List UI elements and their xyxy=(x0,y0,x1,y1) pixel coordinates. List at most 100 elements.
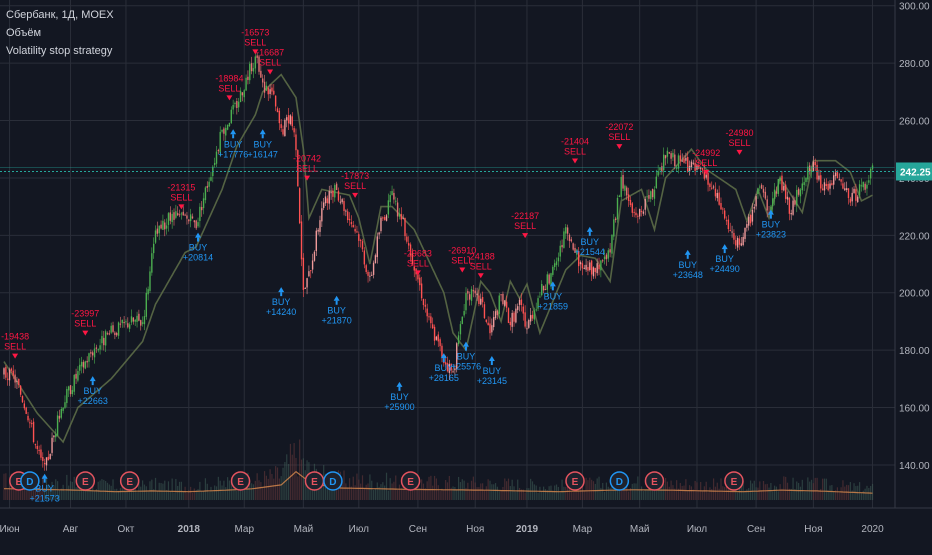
volume-bar xyxy=(38,485,40,500)
candle-body xyxy=(5,367,7,378)
sell-arrow-icon[interactable] xyxy=(267,69,274,75)
time-tick-label: Ноя xyxy=(466,524,484,535)
candle-body xyxy=(241,92,244,96)
candle-body xyxy=(271,87,273,92)
dividend-icon[interactable] xyxy=(609,471,630,491)
candle-body xyxy=(101,336,103,344)
volume-bar xyxy=(385,472,388,500)
volume-bar xyxy=(153,489,155,500)
sell-arrow-icon[interactable] xyxy=(252,49,259,55)
sell-arrow-icon[interactable] xyxy=(572,158,579,164)
volume-bar xyxy=(853,483,855,500)
candle-body xyxy=(553,263,556,268)
candle-body xyxy=(324,196,327,204)
earnings-icon[interactable] xyxy=(400,471,421,491)
legend-symbol[interactable]: Сбербанк, 1Д, MOEX xyxy=(6,9,114,21)
earnings-icon[interactable] xyxy=(644,471,665,491)
sell-arrow-icon[interactable] xyxy=(178,204,185,210)
earnings-icon[interactable] xyxy=(724,471,744,491)
candle-body xyxy=(616,197,619,220)
candle-body xyxy=(723,210,726,219)
candle-body xyxy=(186,215,188,219)
sell-arrow-icon[interactable] xyxy=(352,192,359,198)
time-axis[interactable] xyxy=(0,508,932,550)
volume-bar xyxy=(858,482,861,500)
dividend-icon[interactable] xyxy=(20,471,40,491)
candle-body xyxy=(321,208,323,222)
volume-bar xyxy=(533,484,535,500)
volume-bar xyxy=(742,480,744,500)
buy-arrow-icon[interactable] xyxy=(259,129,266,135)
buy-arrow-icon[interactable] xyxy=(278,287,285,293)
dividend-icon[interactable] xyxy=(323,471,343,491)
volume-bar xyxy=(20,486,22,500)
volume-bar xyxy=(685,479,687,500)
legend-strategy[interactable]: Volatility stop strategy xyxy=(6,45,113,57)
candle-body xyxy=(237,101,240,108)
buy-arrow-icon[interactable] xyxy=(549,281,556,287)
volume-bar xyxy=(720,478,722,500)
volume-bar xyxy=(454,486,456,500)
volume-bar xyxy=(156,490,158,500)
earnings-icon[interactable] xyxy=(230,471,251,491)
candle-body xyxy=(712,186,715,188)
volume-bar xyxy=(838,492,840,500)
sell-signal-value: -17873 xyxy=(341,171,369,181)
buy-arrow-icon[interactable] xyxy=(684,249,691,255)
buy-arrow-icon[interactable] xyxy=(41,473,48,479)
sell-arrow-icon[interactable] xyxy=(304,175,311,181)
volume-bar xyxy=(493,484,495,500)
candle-body xyxy=(310,270,312,272)
volume-bar xyxy=(32,489,35,500)
sell-arrow-icon[interactable] xyxy=(616,144,623,150)
sell-arrow-icon[interactable] xyxy=(12,353,19,359)
candle-body xyxy=(803,182,805,186)
volume-bar xyxy=(831,485,833,500)
buy-signal-label: BUY xyxy=(435,363,454,373)
buy-arrow-icon[interactable] xyxy=(767,209,774,215)
sell-arrow-icon[interactable] xyxy=(703,169,710,175)
volume-bar xyxy=(138,478,140,500)
candle-body xyxy=(396,202,399,217)
volume-bar xyxy=(443,490,445,500)
sell-signal-label: SELL xyxy=(470,261,492,271)
legend-volume[interactable]: Объём xyxy=(6,27,42,39)
buy-arrow-icon[interactable] xyxy=(440,353,447,359)
buy-arrow-icon[interactable] xyxy=(396,381,403,387)
buy-arrow-icon[interactable] xyxy=(586,226,593,232)
sell-arrow-icon[interactable] xyxy=(477,273,484,279)
sell-arrow-icon[interactable] xyxy=(736,149,743,155)
candle-body xyxy=(347,211,349,221)
buy-arrow-icon[interactable] xyxy=(89,376,96,382)
price-axis[interactable] xyxy=(895,0,932,550)
candle-body xyxy=(328,191,330,204)
candle-body xyxy=(539,296,541,298)
buy-arrow-icon[interactable] xyxy=(721,244,728,250)
volume-bar xyxy=(737,492,739,500)
buy-arrow-icon[interactable] xyxy=(488,356,495,362)
candle-body xyxy=(127,323,129,328)
candle-body xyxy=(411,253,414,265)
sell-arrow-icon[interactable] xyxy=(226,95,233,101)
sell-arrow-icon[interactable] xyxy=(459,267,466,273)
buy-arrow-icon[interactable] xyxy=(462,341,469,347)
buy-arrow-icon[interactable] xyxy=(333,295,340,301)
sell-arrow-icon[interactable] xyxy=(522,233,529,239)
earnings-icon[interactable] xyxy=(119,471,140,491)
candle-body xyxy=(435,336,438,340)
sell-arrow-icon[interactable] xyxy=(414,270,421,276)
buy-arrow-icon[interactable] xyxy=(230,129,237,135)
earnings-icon[interactable] xyxy=(75,471,96,491)
earnings-icon[interactable] xyxy=(565,471,585,491)
candle-body xyxy=(232,104,234,110)
candle-body xyxy=(402,217,404,219)
buy-arrow-icon[interactable] xyxy=(195,232,202,238)
earnings-icon-label: E xyxy=(82,477,89,488)
sell-arrow-icon[interactable] xyxy=(82,330,89,336)
candle-body xyxy=(529,315,532,322)
candle-body xyxy=(812,161,815,172)
volume-bar xyxy=(265,475,268,500)
volume-bar xyxy=(267,478,269,500)
